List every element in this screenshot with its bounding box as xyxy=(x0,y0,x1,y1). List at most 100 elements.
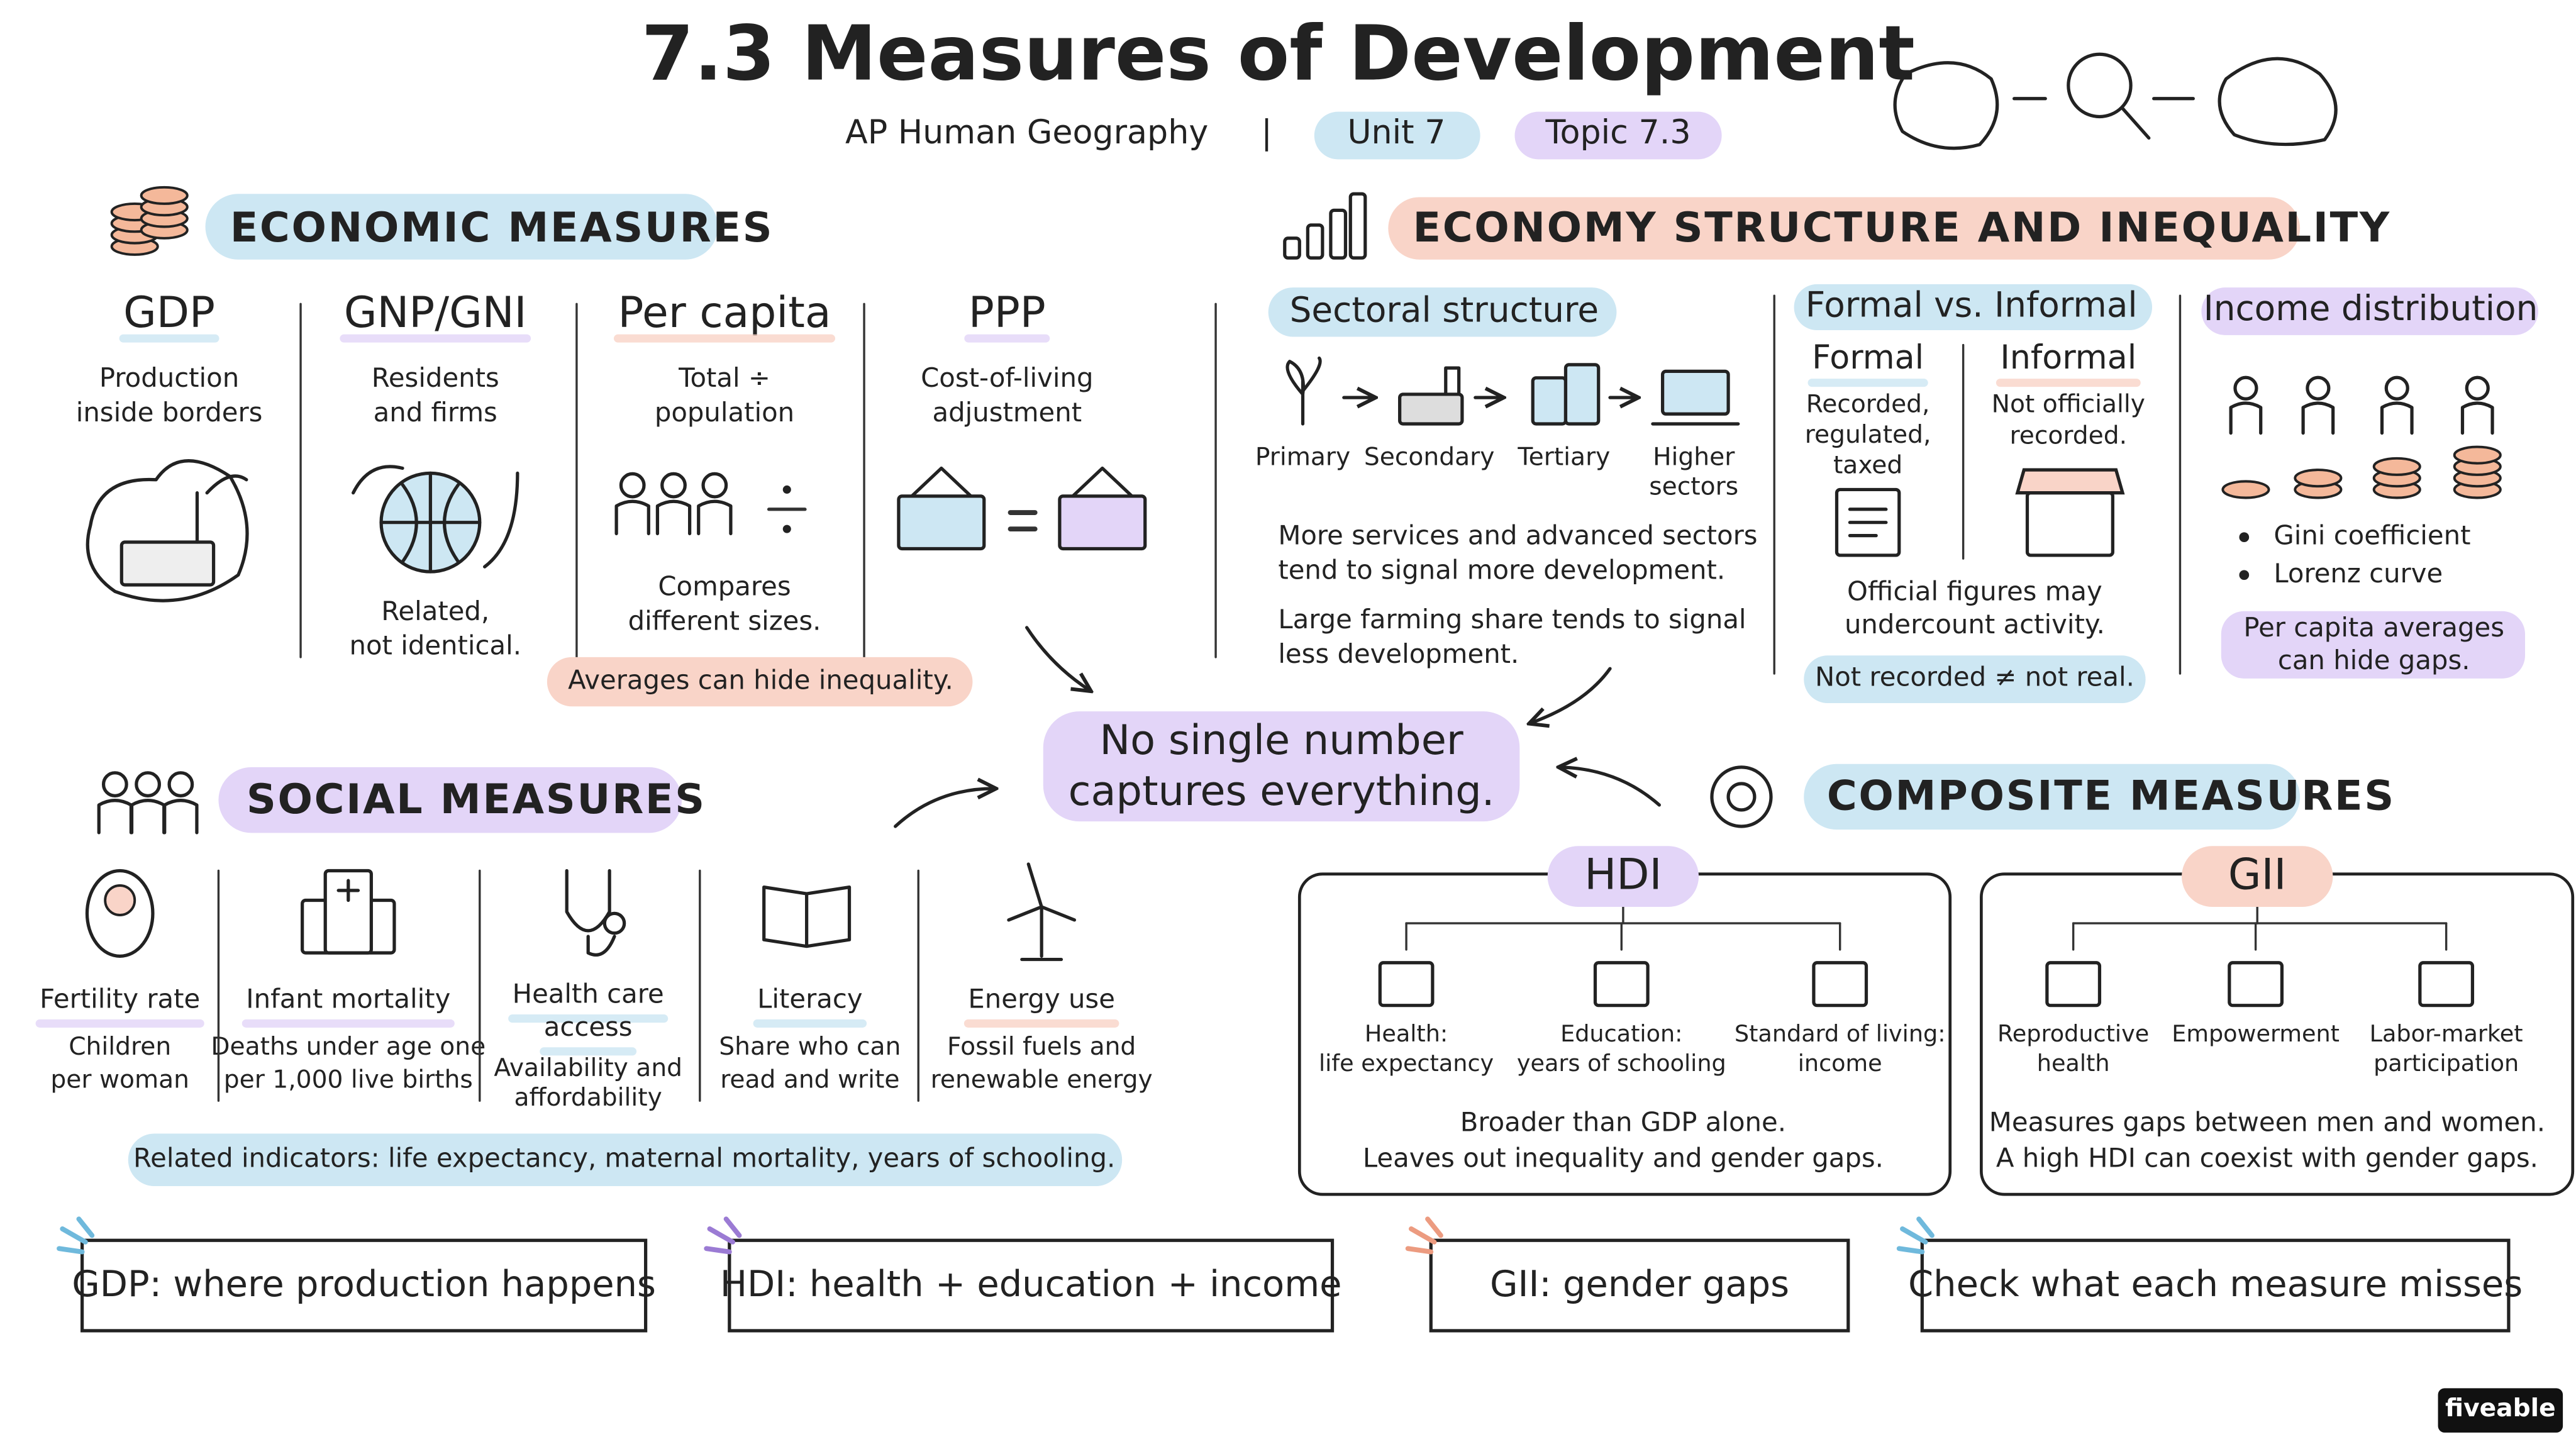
icon xyxy=(2384,375,2409,401)
icon xyxy=(1563,363,1601,426)
measure-desc: Availability and xyxy=(494,1054,682,1082)
icon xyxy=(323,869,373,955)
baby-icon xyxy=(85,869,155,958)
highlight xyxy=(1804,763,2301,830)
baby-icon xyxy=(104,884,136,916)
measure-note: not identical. xyxy=(350,630,521,661)
highlight xyxy=(2201,287,2538,335)
measure-name: PPP xyxy=(969,288,1046,338)
magnifier-icon xyxy=(2067,52,2133,119)
measure-desc: Residents xyxy=(372,362,499,393)
icon xyxy=(2465,375,2490,401)
accent xyxy=(1896,1216,1935,1255)
highlight xyxy=(1547,846,1699,907)
component-label: Education: xyxy=(1560,1020,1682,1047)
measure-name: Energy use xyxy=(968,983,1115,1014)
topic-tag: Topic 7.3 xyxy=(1545,114,1691,152)
takeaway-text: GDP: where production happens xyxy=(72,1263,656,1305)
arrow xyxy=(894,789,994,828)
takeaway-box xyxy=(1429,1238,1850,1333)
index-note: Leaves out inequality and gender gaps. xyxy=(1363,1143,1884,1174)
measure-desc: Deaths under age one xyxy=(211,1033,486,1061)
measure-note: Related, xyxy=(381,596,489,626)
measure-note: different sizes. xyxy=(628,606,821,636)
highlight xyxy=(1514,111,1722,160)
callout: can hide gaps. xyxy=(2278,645,2470,675)
icon xyxy=(2306,375,2331,401)
sub-heading: Sectoral structure xyxy=(1290,289,1599,330)
icon xyxy=(2460,401,2494,435)
measure-name: Infant mortality xyxy=(246,983,450,1014)
unit-tag: Unit 7 xyxy=(1347,114,1445,152)
takeaway-box xyxy=(728,1238,1335,1333)
callout: Related indicators: life expectancy, mat… xyxy=(133,1143,1115,1174)
highlight xyxy=(2182,846,2333,907)
icon xyxy=(163,799,199,835)
component-label: participation xyxy=(2373,1050,2519,1077)
component-label: health xyxy=(2037,1050,2110,1077)
callout: Averages can hide inequality. xyxy=(568,665,953,696)
highlight xyxy=(1388,197,2301,260)
measure-desc: per 1,000 live births xyxy=(224,1065,473,1094)
component-icon xyxy=(1378,961,1435,1008)
icon xyxy=(1283,236,1301,260)
icon xyxy=(1058,494,1147,551)
icon xyxy=(2453,445,2502,465)
brand: fiveable xyxy=(2445,1394,2556,1423)
map-icon xyxy=(2218,57,2338,147)
highlight xyxy=(205,194,718,260)
component-label: income xyxy=(1798,1050,1882,1077)
takeaway-text: GII: gender gaps xyxy=(1490,1263,1789,1305)
index-note: Broader than GDP alone. xyxy=(1460,1106,1786,1137)
sub-heading: Income distribution xyxy=(2204,288,2538,328)
takeaway-text: Check what each measure misses xyxy=(1908,1263,2523,1305)
gdp-icon xyxy=(195,474,248,544)
measure-desc: inside borders xyxy=(76,397,263,428)
measure-name: GNP/GNI xyxy=(344,288,527,338)
component-label: Reproductive xyxy=(1997,1020,2149,1047)
measure-name: Health care xyxy=(513,979,664,1009)
sector-label: Tertiary xyxy=(1517,443,1610,471)
takeaway-box xyxy=(80,1238,648,1333)
document-icon xyxy=(1848,508,1888,538)
bullet-text: Gini coefficient xyxy=(2273,520,2470,551)
takeaway-text: HDI: health + education + income xyxy=(720,1263,1342,1305)
icon xyxy=(897,494,986,551)
sub-desc: taxed xyxy=(1833,451,1902,479)
highlight xyxy=(1794,284,2153,331)
icon xyxy=(782,485,791,494)
highlight xyxy=(2221,611,2526,679)
highlight xyxy=(1043,711,1520,822)
icon xyxy=(119,540,216,587)
component-label: Health: xyxy=(1365,1020,1448,1047)
note: undercount activity. xyxy=(1845,609,2105,640)
gear-icon xyxy=(1710,765,1773,828)
measure-desc: population xyxy=(655,397,794,428)
icon xyxy=(97,799,133,835)
subtitle: AP Human Geography xyxy=(845,114,1208,152)
section-heading: ECONOMIC MEASURES xyxy=(230,204,774,252)
component-icon xyxy=(2045,961,2102,1008)
hospital-icon xyxy=(336,879,360,902)
icon xyxy=(697,499,733,536)
callout: Not recorded ≠ not real. xyxy=(1815,661,2135,692)
component-icon xyxy=(1812,961,1868,1008)
index-note: Measures gaps between men and women. xyxy=(1989,1106,2545,1137)
icon xyxy=(1329,208,1348,260)
sub-desc: Not officially xyxy=(1992,391,2145,419)
sector-label: sectors xyxy=(1649,472,1738,501)
icon xyxy=(2221,480,2270,499)
icon xyxy=(614,499,650,536)
icon xyxy=(2229,401,2263,435)
measure-name: Fertility rate xyxy=(40,983,200,1014)
note: Large farming share tends to signal xyxy=(1278,604,1746,635)
measure-desc: per woman xyxy=(50,1065,189,1094)
measure-desc: Fossil fuels and xyxy=(947,1033,1136,1061)
map-icon xyxy=(1893,61,1999,150)
component-icon xyxy=(2418,961,2475,1008)
component-icon xyxy=(1593,961,1650,1008)
icon xyxy=(1660,369,1730,416)
measure-desc: adjustment xyxy=(932,397,1082,428)
